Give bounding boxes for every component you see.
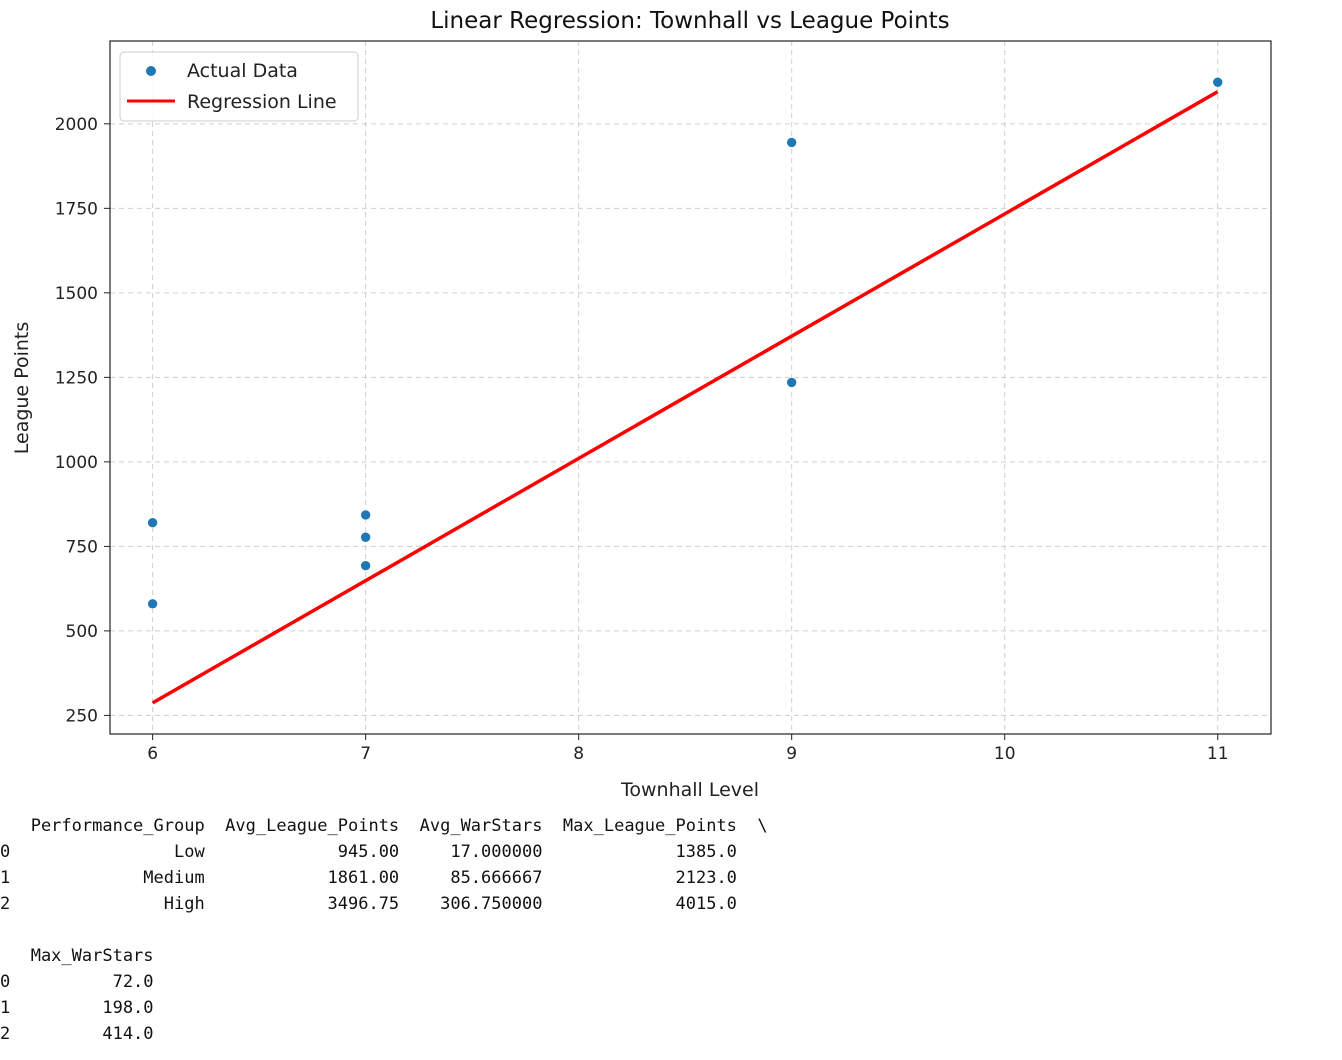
legend-label-regression-line: Regression Line [187,91,337,113]
x-tick-label: 9 [786,744,797,764]
y-tick-label: 1250 [55,368,98,388]
x-tick-label: 10 [994,744,1016,764]
data-point [147,598,158,610]
legend-box [119,51,359,122]
data-point [147,517,158,529]
x-tick-label: 8 [573,744,584,764]
regression-chart: Linear Regression: Townhall vs League Po… [11,8,1272,801]
y-tick-label: 500 [66,622,98,642]
regression-line [151,90,1219,705]
x-tick-label: 6 [147,744,158,764]
data-point [360,560,371,571]
x-tick-label: 11 [1207,744,1229,764]
data-point [360,531,371,543]
legend-label-actual-data: Actual Data [187,60,298,82]
data-point [786,377,797,388]
chart-title: Linear Regression: Townhall vs League Po… [430,8,949,34]
y-tick-label: 1000 [55,453,98,473]
y-tick-label: 2000 [55,115,98,135]
y-tick-label: 250 [66,706,98,726]
legend-marker-actual-data [146,66,156,76]
x-axis-label: Townhall Level [620,779,759,801]
plot-frame [109,40,1272,735]
y-tick-label: 1750 [55,199,98,219]
data-point [360,509,371,521]
legend: Actual Data Regression Line [119,51,359,122]
y-tick-label: 1500 [55,284,98,304]
dataframe-output: Performance_Group Avg_League_Points Avg_… [0,816,768,1044]
plot-data [147,76,1224,705]
x-tick-label: 7 [360,744,371,764]
grid [110,41,1271,734]
data-point [1212,76,1224,88]
y-tick-label: 750 [66,537,98,557]
data-point [786,137,797,148]
axis-ticks: 6 7 8 9 10 11 250 500 750 1000 1250 1500 1750 2000 [55,115,1229,764]
y-axis-label: League Points [11,322,33,455]
